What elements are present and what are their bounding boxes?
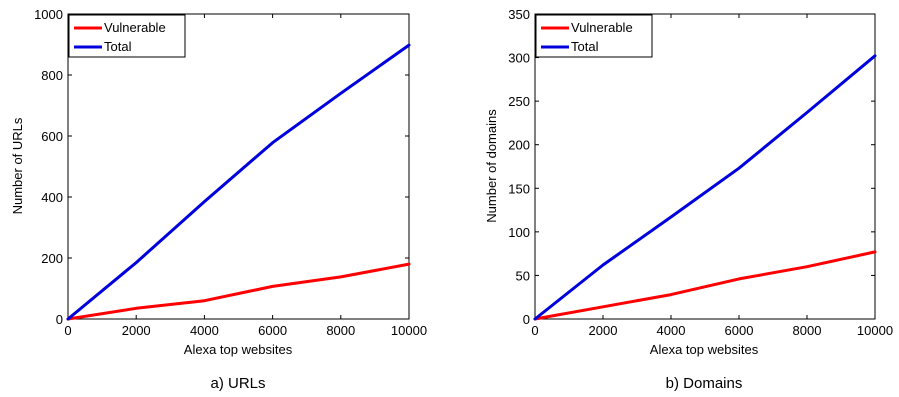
y-axis-label-domains: Number of domains: [484, 109, 499, 223]
y-tick-label-domains: 150: [508, 181, 530, 196]
y-tick-label-urls: 0: [56, 312, 63, 327]
x-axis-label-domains: Alexa top websites: [650, 342, 759, 357]
plot-marks-domains: 0 2000 4000 6000 8000 10000 0 50 100 150 200 250 300…: [508, 7, 893, 338]
y-tick-label-domains: 100: [508, 225, 530, 240]
y-axis-label-urls: Number of URLs: [10, 117, 25, 214]
plot-marks-urls: 0 2000 4000 6000 8000 10000 0 200 400 600 800 1000: [34, 7, 427, 338]
legend-box-domains: [535, 14, 653, 58]
legend-domains: Vulnerable Total: [535, 14, 653, 58]
legend-label-vulnerable: Vulnerable: [104, 20, 166, 35]
y-tick-label-domains: 200: [508, 138, 530, 153]
x-tick-label-urls: 6000: [258, 323, 287, 338]
series-line-vulnerable-urls: [66, 262, 411, 321]
legend-label-vulnerable: Vulnerable: [571, 20, 633, 35]
y-tick-label-domains: 300: [508, 51, 530, 66]
plot-area-urls: [67, 13, 410, 320]
x-axis-label-urls: Alexa top websites: [184, 342, 293, 357]
chart-panel-domains: 0 2000 4000 6000 8000 10000 0 50 100 150 200 250 300…: [484, 7, 893, 392]
y-tick-label-urls: 1000: [34, 7, 63, 22]
x-tick-label-urls: 0: [64, 323, 71, 338]
x-tick-label-urls: 10000: [391, 323, 427, 338]
x-tick-label-domains: 4000: [657, 323, 686, 338]
y-tick-label-urls: 400: [41, 190, 63, 205]
y-tick-label-domains: 250: [508, 94, 530, 109]
y-tick-label-urls: 200: [41, 251, 63, 266]
series-line-total-domains: [533, 54, 877, 321]
legend-box-urls: [68, 14, 186, 58]
y-tick-label-domains: 350: [508, 7, 530, 22]
x-tick-label-domains: 2000: [589, 323, 618, 338]
x-tick-label-urls: 8000: [326, 323, 355, 338]
x-tick-label-urls: 2000: [122, 323, 151, 338]
legend-label-total: Total: [104, 39, 132, 54]
y-tick-label-domains: 0: [523, 312, 530, 327]
plot-area-domains: [534, 13, 876, 320]
series-line-total-urls: [66, 43, 411, 321]
legend-label-total: Total: [571, 39, 599, 54]
y-tick-label-urls: 800: [41, 68, 63, 83]
legend-urls: Vulnerable Total: [68, 14, 186, 58]
x-tick-label-domains: 10000: [857, 323, 893, 338]
x-tick-label-domains: 6000: [725, 323, 754, 338]
caption-urls: a) URLs: [210, 375, 265, 392]
x-tick-label-domains: 8000: [793, 323, 822, 338]
y-tick-label-domains: 50: [516, 268, 530, 283]
x-tick-label-urls: 4000: [190, 323, 219, 338]
x-tick-label-domains: 0: [531, 323, 538, 338]
chart-panel-urls: 0 2000 4000 6000 8000 1000002004006008001000 …: [10, 7, 427, 392]
series-line-vulnerable-domains: [533, 250, 877, 321]
caption-domains: b) Domains: [666, 375, 743, 392]
y-tick-label-urls: 600: [41, 129, 63, 144]
